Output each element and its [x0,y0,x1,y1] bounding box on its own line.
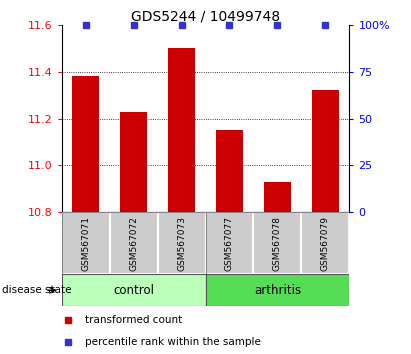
Bar [206,212,254,274]
Text: GSM567077: GSM567077 [225,216,234,271]
Bar [62,274,206,306]
Bar [206,274,349,306]
Bar [62,212,110,274]
Text: arthritis: arthritis [254,284,301,297]
Bar [216,130,242,212]
Text: GSM567079: GSM567079 [321,216,330,271]
Text: transformed count: transformed count [85,315,182,325]
Text: disease state: disease state [2,285,72,295]
Bar [301,212,349,274]
Bar [264,182,291,212]
Bar [254,212,301,274]
Text: GSM567071: GSM567071 [81,216,90,271]
Text: control: control [113,284,154,297]
Text: GSM567073: GSM567073 [177,216,186,271]
Bar [312,90,339,212]
Bar [120,112,147,212]
Bar [157,212,206,274]
Title: GDS5244 / 10499748: GDS5244 / 10499748 [131,10,280,24]
Bar [169,48,195,212]
Text: GSM567072: GSM567072 [129,216,138,271]
Bar [72,76,99,212]
Text: percentile rank within the sample: percentile rank within the sample [85,337,261,347]
Bar [110,212,157,274]
Text: GSM567078: GSM567078 [273,216,282,271]
